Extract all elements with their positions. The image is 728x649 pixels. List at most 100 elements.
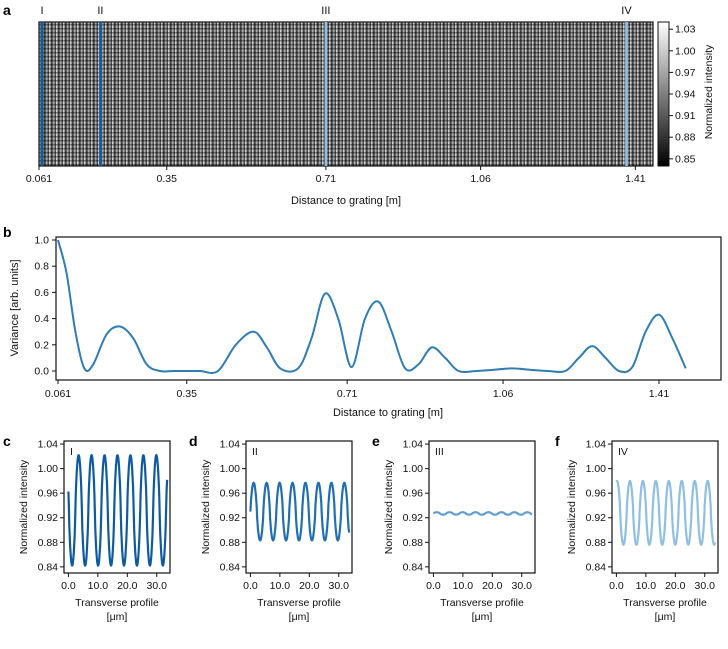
heatmap-panel: I II III IV 0.061 0.35 0.71 1.06 1.41 Distance … [26,5,715,207]
panel-letter-f: f [555,433,560,449]
panel-letter-c: c [3,433,11,449]
profile-x-tick-label: 30.0 [147,580,168,592]
profile-y-tick-label: 0.84 [38,561,59,573]
heatmap-x-tick-label: 1.06 [470,173,491,185]
heatmap-x-tick-label: 0.71 [316,173,337,185]
profile-y-tick-label: 0.96 [403,488,424,500]
profile-y-tick-label: 0.84 [403,561,424,573]
profile-x-tick-label: 10.0 [636,580,657,592]
panel-letter-d: d [189,433,198,449]
profile-y-tick-label: 1.00 [403,463,424,475]
variance-x-tick-label: 0.35 [177,388,198,400]
profile-y-axis-label: Normalized intensity [383,459,395,554]
profile-y-tick-label: 0.96 [220,488,241,500]
variance-y-tick-label: 0.0 [34,366,49,378]
profile-y-tick-label: 0.88 [586,537,607,549]
profile-x-tick-label: 0.0 [609,580,624,592]
profile-x-tick-label: 30.0 [512,580,533,592]
profile-y-tick-label: 1.04 [403,439,424,451]
profile-x-tick-label: 20.0 [482,580,503,592]
profile-x-tick-label: 0.0 [61,580,76,592]
heatmap-frame [38,21,654,167]
profile-y-tick-label: 1.04 [220,439,241,451]
profile-y-tick-label: 0.96 [586,488,607,500]
variance-series-line [57,239,687,374]
variance-x-tick-label: 1.41 [649,388,670,400]
variance-x-tick-label: 0.061 [45,388,71,400]
profile-panel-f: 0.84 0.88 0.92 0.96 1.00 1.04 0.0 10.0 20.0 30.0 I… [566,439,719,623]
profile-series-line [249,481,351,542]
variance-y-tick-label: 1.0 [34,235,49,247]
profile-y-tick-label: 0.92 [38,512,59,524]
variance-x-tick-label: 0.71 [337,388,358,400]
variance-x-tick-label: 1.06 [493,388,514,400]
profile-x-tick-label: 20.0 [299,580,320,592]
profile-y-tick-label: 0.92 [220,512,241,524]
heatmap-x-tick-label: 0.061 [26,173,52,185]
profile-y-tick-label: 1.00 [586,463,607,475]
heatmap-marker-label: I [40,5,43,17]
profile-panel-d: 0.84 0.88 0.92 0.96 1.00 1.04 0.0 10.0 20.0 30.0 I… [200,439,353,623]
panel-letter-b: b [3,224,12,240]
profile-y-tick-label: 1.00 [38,463,59,475]
profile-x-axis-unit: [μm] [472,611,493,623]
colorbar-tick-label: 0.91 [675,110,696,122]
profile-y-axis-label: Normalized intensity [566,459,578,554]
colorbar-label: Normalized intensity [703,44,715,139]
variance-y-tick-label: 0.8 [34,261,49,273]
variance-panel: 0.0 0.2 0.4 0.6 0.8 1.0 0.061 0.35 0.71 1.06 1.41… [9,235,722,419]
heatmap-x-axis-label: Distance to grating [m] [291,195,401,207]
heatmap-x-tick-label: 0.35 [157,173,178,185]
profile-series-line [432,511,533,516]
panel-letter-e: e [372,433,380,449]
profile-x-tick-label: 10.0 [88,580,109,592]
profile-y-tick-label: 1.04 [38,439,59,451]
profile-tag: I [70,446,73,458]
heatmap-marker-label: III [321,5,330,17]
profile-series-line [615,479,717,546]
profile-x-axis-unit: [μm] [289,611,310,623]
profile-x-axis-unit: [μm] [655,611,676,623]
colorbar-tick-label: 1.03 [675,24,696,36]
profile-plot-frame [245,440,353,574]
variance-y-tick-label: 0.4 [34,313,49,325]
profile-y-tick-label: 0.88 [38,537,59,549]
colorbar-tick-label: 1.00 [675,45,696,57]
profile-x-axis-label: Transverse profile [75,597,159,609]
profile-x-axis-label: Transverse profile [623,597,707,609]
profile-y-tick-label: 0.92 [403,512,424,524]
profile-x-tick-label: 0.0 [426,580,441,592]
profile-plot-frame [63,440,171,574]
colorbar-tick-label: 0.88 [675,132,696,144]
profile-x-axis-unit: [μm] [107,611,128,623]
profile-y-tick-label: 1.04 [586,439,607,451]
profile-y-tick-label: 0.88 [220,537,241,549]
heatmap-marker-label: II [97,5,103,17]
profile-x-tick-label: 10.0 [453,580,474,592]
profile-tag: IV [618,446,628,458]
variance-y-tick-label: 0.6 [34,287,49,299]
profile-x-tick-label: 20.0 [117,580,138,592]
profile-y-tick-label: 0.96 [38,488,59,500]
variance-y-axis-label: Variance [arb. units] [9,259,21,356]
profile-x-axis-label: Transverse profile [440,597,524,609]
profile-y-tick-label: 1.00 [220,463,241,475]
profile-y-tick-label: 0.84 [586,561,607,573]
heatmap-x-tick-label: 1.41 [625,173,646,185]
profile-y-tick-label: 0.88 [403,537,424,549]
profile-panel-e: 0.84 0.88 0.92 0.96 1.00 1.04 0.0 10.0 20.0 30.0 I… [383,439,536,623]
variance-plot-frame [55,236,722,381]
profile-x-tick-label: 20.0 [665,580,686,592]
colorbar-tick-label: 0.85 [675,153,696,165]
profile-x-tick-label: 30.0 [329,580,350,592]
profile-plot-frame [428,440,536,574]
profile-tag: II [252,446,258,458]
profile-y-tick-label: 0.92 [586,512,607,524]
profile-panel-c: 0.84 0.88 0.92 0.96 1.00 1.04 0.0 10.0 20.0 30.0 I… [18,439,171,623]
heatmap-image-overlay [39,22,653,166]
variance-y-tick-label: 0.2 [34,339,49,351]
variance-x-axis-label: Distance to grating [m] [333,407,443,419]
profile-series-line [67,454,169,567]
colorbar [657,21,670,167]
